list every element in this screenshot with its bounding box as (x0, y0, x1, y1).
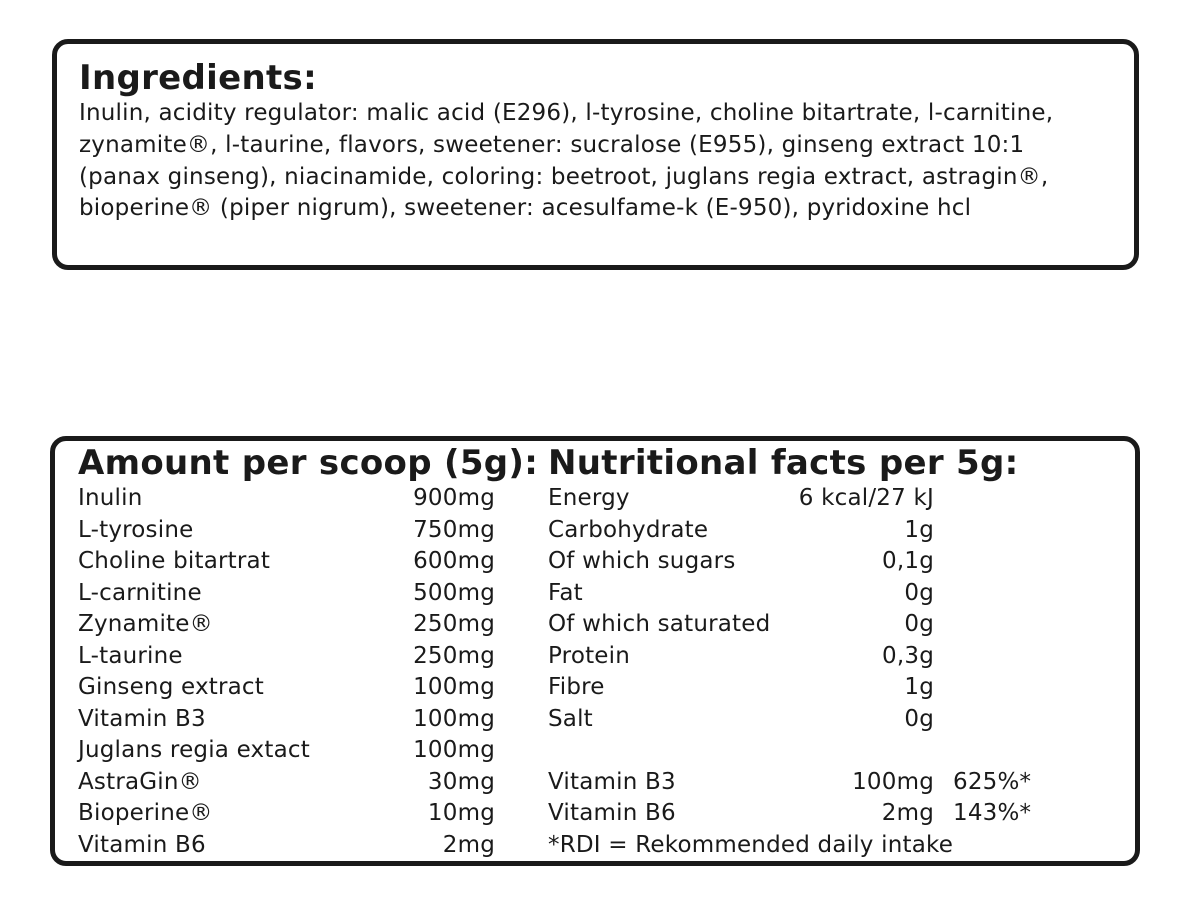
nutritional-facts-title: Nutritional facts per 5g: (548, 443, 1019, 483)
amount-value: 2mg (442, 831, 495, 858)
nutrient-value: 0g (904, 611, 934, 637)
ingredients-text: Inulin, acidity regulator: malic acid (E… (79, 100, 1054, 222)
nutrient-name: Fat (548, 579, 583, 606)
nutrient-value: 0g (904, 579, 934, 606)
amount-name: Vitamin B6 (78, 831, 206, 858)
ingredients-panel: Ingredients: Inulin, acidity regulator: … (52, 39, 1139, 270)
amount-value: 100mg (413, 674, 495, 700)
nutrient-name: Energy (548, 485, 630, 511)
amount-value: 250mg (413, 642, 495, 669)
amount-value: 500mg (413, 579, 495, 606)
nutrient-name: Salt (548, 705, 593, 732)
amount-value: 750mg (413, 516, 495, 543)
nutrient-value: 1g (904, 516, 934, 543)
amount-per-scoop-title: Amount per scoop (5g): (78, 443, 539, 483)
amount-value: 100mg (413, 737, 495, 763)
nutrient-name: Of which sugars (548, 548, 736, 574)
vitamin-value: 100mg (852, 768, 934, 795)
vitamin-name: Vitamin B6 (548, 800, 676, 826)
amount-value: 30mg (427, 768, 495, 795)
amount-name: Inulin (78, 485, 143, 511)
amount-name: L-tyrosine (78, 516, 194, 543)
nutrient-value: 0,3g (882, 642, 934, 669)
rdi-footnote: *RDI = Rekommended daily intake (548, 831, 954, 858)
nutrient-value: 6 kcal/27 kJ (798, 485, 934, 511)
amount-value: 900mg (413, 485, 495, 511)
nutrient-name: Carbohydrate (548, 516, 709, 543)
vitamin-name: Vitamin B3 (548, 768, 676, 795)
amount-name: L-carnitine (78, 579, 202, 606)
nutrient-value: 1g (904, 674, 934, 700)
vitamin-rdi: 625%* (953, 768, 1032, 795)
nutrient-name: Protein (548, 642, 631, 669)
nutrition-panel: Amount per scoop (5g): Nutritional facts… (50, 436, 1140, 866)
amount-value: 600mg (413, 548, 495, 574)
amount-name: Vitamin B3 (78, 705, 206, 732)
amount-name: L-taurine (78, 642, 183, 669)
amount-name: AstraGin® (78, 768, 202, 795)
nutrient-value: 0g (904, 705, 934, 732)
amount-name: Choline bitartrat (78, 548, 271, 574)
amount-value: 10mg (427, 800, 495, 826)
amount-name: Zynamite® (78, 611, 213, 637)
amount-name: Bioperine® (78, 800, 213, 826)
amount-name: Juglans regia extact (78, 737, 310, 763)
nutrient-value: 0,1g (882, 548, 934, 574)
ingredients-title: Ingredients: (79, 58, 317, 98)
vitamin-value: 2mg (881, 800, 934, 826)
vitamin-rdi: 143%* (953, 800, 1032, 826)
amount-value: 250mg (413, 611, 495, 637)
amount-value: 100mg (413, 705, 495, 732)
nutrient-name: Fibre (548, 674, 605, 700)
amount-name: Ginseng extract (78, 674, 265, 700)
nutrient-name: Of which saturated (548, 611, 771, 637)
